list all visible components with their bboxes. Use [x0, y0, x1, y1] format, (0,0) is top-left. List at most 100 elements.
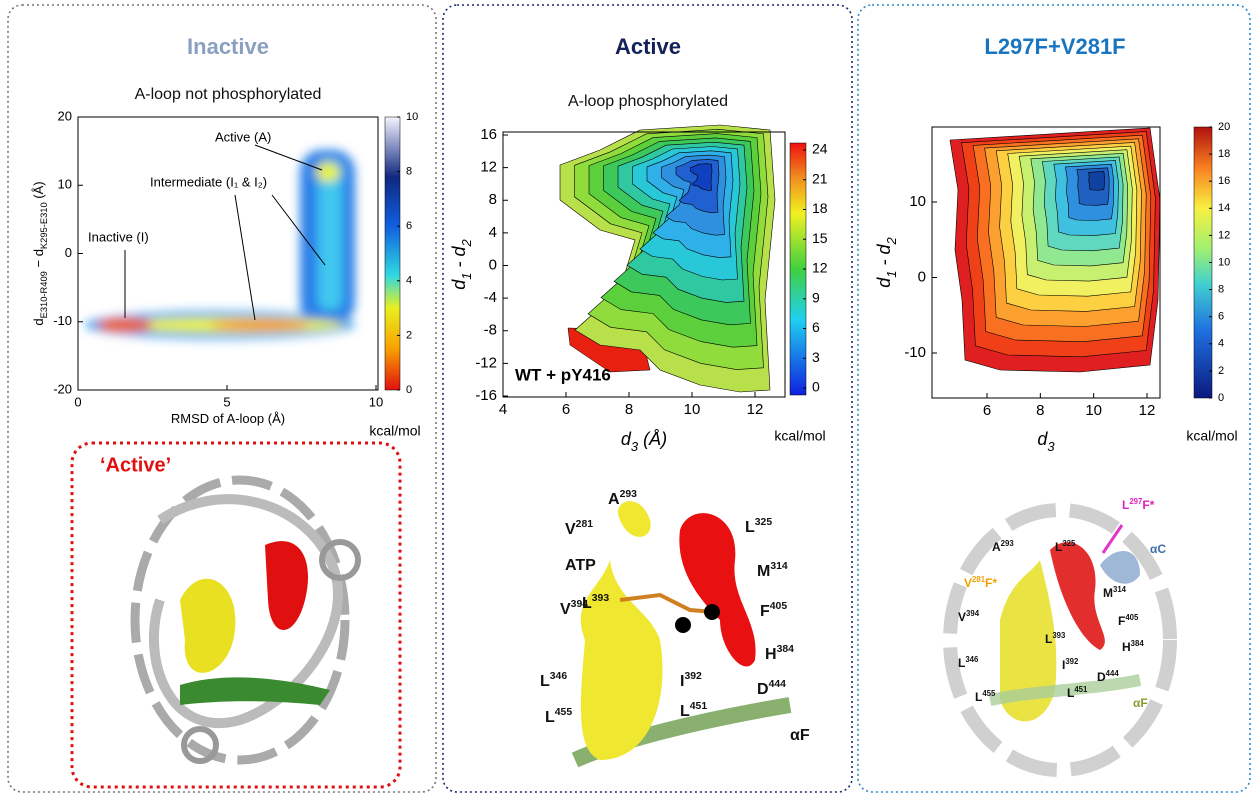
residue-number: 297	[1129, 497, 1142, 506]
residue-label: αF	[1133, 696, 1148, 710]
plot-annotation: Inactive (I)	[88, 229, 149, 244]
y-tick-label: -10	[904, 344, 926, 361]
y-tick-label: 10	[58, 177, 72, 192]
colorbar-unit: kcal/mol	[369, 423, 420, 439]
residue-name: ATP	[565, 557, 596, 574]
colorbar-tick-label: 24	[812, 141, 828, 157]
residue-number: 325	[1062, 539, 1076, 548]
residue-number: 346	[965, 655, 979, 664]
residue-number: 281	[576, 519, 594, 530]
residue-number: 455	[982, 689, 996, 698]
label-part: E310-R409	[39, 271, 49, 318]
residue-name: V	[958, 610, 966, 624]
x-tick-label: 10	[1085, 402, 1102, 419]
colorbar-tick-label: 6	[406, 220, 412, 232]
residue-number: 394	[571, 599, 589, 610]
panel-subtitle: A-loop not phosphorylated	[135, 86, 322, 103]
label-part: - d	[874, 244, 894, 271]
residue-number: 394	[966, 609, 980, 618]
residue-name: L	[680, 703, 690, 720]
y-axis-label: d1 - d2	[874, 236, 899, 287]
residue-suffix: F*	[1142, 498, 1154, 512]
residue-label: αC	[1150, 542, 1166, 556]
residue-number: 346	[550, 671, 568, 682]
residue-name: M	[1103, 586, 1113, 600]
y-tick-label: 4	[489, 224, 497, 241]
residue-number: 384	[1131, 639, 1145, 648]
panel-title: Active	[615, 34, 681, 59]
y-tick-label: 0	[65, 245, 72, 260]
residue-number: 314	[1113, 585, 1127, 594]
colorbar-tick-label: 12	[812, 260, 828, 276]
x-tick-label: 6	[983, 402, 991, 419]
label-part: 1	[459, 273, 474, 280]
plot-annotation: WT + pY416	[515, 365, 611, 384]
residue-label: L297F*	[1122, 497, 1155, 513]
colorbar-tick-label: 2	[406, 329, 412, 341]
residue-number: 384	[777, 644, 795, 655]
label-part: 1	[884, 271, 899, 278]
residue-name: L	[745, 519, 755, 536]
colorbar-tick-label: 0	[1218, 392, 1224, 404]
label-part: 3	[1047, 439, 1055, 454]
colorbar-tick-label: 14	[1218, 202, 1230, 214]
x-axis-label: d3	[1037, 429, 1055, 454]
colorbar-tick-label: 15	[812, 230, 828, 246]
residue-label: V394	[958, 609, 980, 625]
residue-name: L	[1055, 540, 1062, 554]
residue-number: 392	[684, 671, 702, 682]
residue-label: H384	[765, 644, 794, 663]
residue-label: ATP	[565, 557, 596, 574]
residue-name: A	[992, 540, 1001, 554]
residue-name: L	[958, 656, 965, 670]
residue-number: 451	[1074, 685, 1088, 694]
residue-name: αF	[1133, 696, 1148, 710]
residue-name: F	[1118, 614, 1125, 628]
y-tick-label: 12	[480, 159, 497, 176]
colorbar-tick-label: 18	[1218, 148, 1230, 160]
y-tick-label: 0	[918, 268, 926, 285]
x-tick-label: 10	[369, 394, 383, 409]
label-part: (Å)	[31, 181, 46, 202]
y-tick-label: 8	[489, 191, 497, 208]
plot-annotation: Active (A)	[215, 129, 271, 144]
residue-label: V281	[565, 519, 593, 538]
residue-label: I392	[680, 671, 702, 690]
residue-name: L	[975, 690, 982, 704]
label-part: (Å)	[638, 429, 667, 449]
y-tick-label: -4	[484, 289, 497, 306]
colorbar-tick-label: 20	[1218, 121, 1230, 133]
residue-name: L	[1122, 498, 1129, 512]
residue-label: M314	[757, 561, 788, 580]
colorbar-tick-label: 4	[1218, 338, 1224, 350]
label-part: - d	[449, 246, 469, 273]
label-part: RMSD of A-loop (Å)	[171, 411, 285, 426]
colorbar-unit: kcal/mol	[774, 428, 825, 444]
x-tick-label: 6	[562, 401, 570, 418]
residue-number: 393	[1052, 631, 1066, 640]
residue-number: 325	[755, 517, 773, 528]
label-part: K295-E310	[39, 202, 49, 249]
label-part: 2	[884, 236, 899, 245]
colorbar-tick-label: 6	[812, 319, 820, 335]
residue-number: 444	[769, 679, 787, 690]
residue-label: L325	[745, 517, 772, 536]
residue-label: αF	[790, 727, 810, 744]
x-tick-label: 0	[74, 394, 81, 409]
structure-label: ‘Active’	[100, 454, 171, 476]
residue-number: 451	[690, 701, 708, 712]
panel-subtitle: A-loop phosphorylated	[568, 93, 728, 110]
residue-name: H	[1122, 640, 1131, 654]
residue-number: 281	[972, 575, 986, 584]
y-tick-label: 20	[58, 108, 72, 123]
residue-name: D	[757, 681, 769, 698]
colorbar-tick-label: 0	[406, 384, 412, 396]
x-tick-label: 10	[684, 401, 701, 418]
colorbar-tick-label: 21	[812, 170, 828, 186]
residue-name: M	[757, 563, 770, 580]
colorbar-tick-label: 3	[812, 349, 820, 365]
residue-number: 455	[555, 707, 573, 718]
residue-number: 444	[1106, 669, 1120, 678]
colorbar-tick-label: 10	[406, 111, 418, 123]
residue-number: 392	[1065, 657, 1079, 666]
